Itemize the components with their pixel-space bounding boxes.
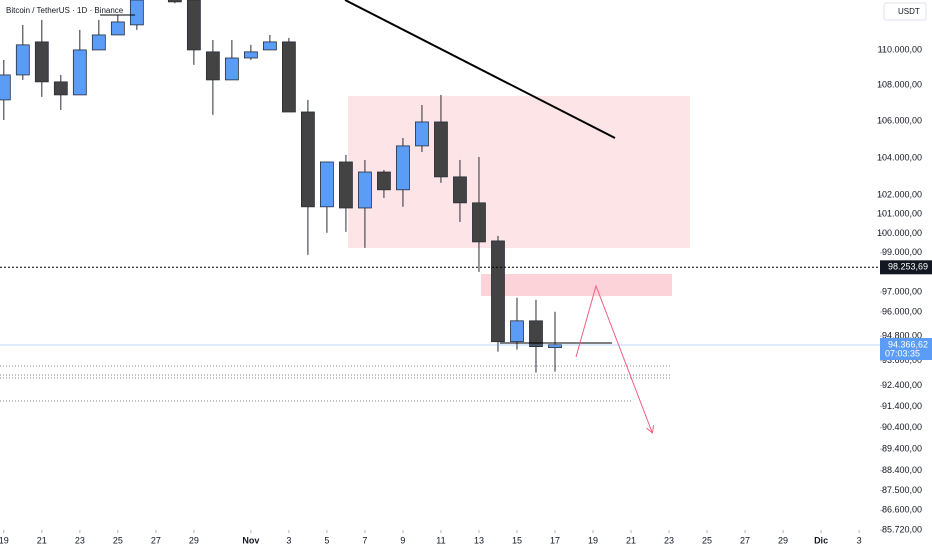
y-tick-label: 86.600,00	[882, 505, 922, 515]
y-tick-label: 92.400,00	[882, 380, 922, 390]
candle-body	[491, 240, 505, 343]
candle-body	[110, 21, 125, 36]
chart-title: Bitcoin / TetherUS · 1D · Binance	[6, 6, 124, 15]
candle-body	[186, 0, 201, 51]
candle-body	[243, 51, 258, 59]
last-price-label: 94.366,62	[888, 339, 928, 349]
y-tick-label: 91.400,00	[882, 401, 922, 411]
x-tick-label: 21	[37, 535, 47, 545]
y-tick-label: 101.000,00	[877, 209, 922, 219]
trend-line	[344, 0, 616, 139]
y-tick-label: 94.800,00	[882, 331, 922, 341]
x-tick-label: 29	[189, 535, 199, 545]
x-tick-label: 3	[857, 535, 862, 545]
y-tick-label: 110.000,00	[878, 44, 922, 54]
x-tick-label: 23	[664, 535, 674, 545]
y-tick-label: 90.400,00	[882, 422, 922, 432]
candle-body	[339, 161, 353, 209]
x-tick-label: 23	[75, 535, 85, 545]
y-tick-label: 89.400,00	[882, 443, 922, 453]
candle-body	[358, 171, 372, 209]
candle-body	[320, 161, 334, 208]
candle-body	[472, 202, 486, 243]
x-tick-label: 9	[400, 535, 405, 545]
candle-body	[396, 145, 410, 191]
y-tick-label: 93.600,00	[882, 355, 922, 365]
y-tick-label: 102.000,00	[877, 190, 922, 200]
countdown: 07:03:35	[885, 348, 920, 358]
x-tick-label: 19	[588, 535, 598, 545]
candle-body	[72, 49, 87, 96]
candle-body	[129, 0, 144, 26]
candles	[0, 0, 562, 373]
x-tick-label: Dic	[814, 535, 828, 545]
y-tick-label: 108.000,00	[877, 80, 922, 90]
candle-body	[15, 44, 30, 76]
candle-body	[53, 81, 68, 96]
candle-body	[301, 111, 315, 208]
candle-body	[453, 176, 467, 204]
candle-body	[0, 74, 11, 101]
x-tick-label: Nov	[242, 535, 259, 545]
x-tick-label: 13	[474, 535, 484, 545]
x-tick-label: 27	[740, 535, 750, 545]
projection-arrow	[575, 284, 652, 432]
x-tick-label: 11	[436, 535, 445, 545]
candle-body	[529, 320, 543, 347]
x-tick-label: 17	[550, 535, 560, 545]
y-tick-label: 106.000,00	[877, 116, 922, 126]
candle-body	[415, 121, 429, 147]
x-tick-label: 7	[362, 535, 367, 545]
candle-body	[548, 344, 562, 348]
x-tick-label: 3	[286, 535, 291, 545]
y-tick-label: 96.000,00	[882, 306, 922, 316]
candle-body	[91, 34, 106, 51]
price-label: 98.253,69	[888, 262, 928, 272]
x-tick-label: 27	[151, 535, 161, 545]
candle-body	[510, 320, 524, 343]
candle-body	[262, 41, 277, 51]
y-tick-label: 88.400,00	[882, 465, 922, 475]
x-tick-label: 29	[778, 535, 788, 545]
drawings	[0, 96, 690, 402]
price-label-box	[880, 260, 932, 275]
candle-body	[167, 0, 182, 3]
x-tick-label: 25	[702, 535, 712, 545]
resistance-zone	[481, 274, 672, 296]
candle-body	[205, 51, 220, 81]
candle-body	[224, 57, 239, 81]
drawings	[100, 0, 652, 432]
x-tick-label: 15	[512, 535, 522, 545]
x-tick-label: 5	[324, 535, 329, 545]
currency-box	[883, 2, 927, 21]
currency: USDT	[898, 7, 920, 16]
x-tick-label: 19	[0, 535, 9, 545]
y-tick-label: 99.000,00	[882, 247, 922, 257]
candle-body	[281, 41, 296, 113]
candle-body	[377, 171, 391, 191]
y-tick-label: 100.000,00	[877, 228, 922, 238]
candle-body	[34, 41, 49, 83]
x-tick-label: 25	[113, 535, 123, 545]
x-tick-label: 21	[626, 535, 636, 545]
candle-body	[434, 121, 448, 178]
y-tick-label: 87.500,00	[882, 485, 922, 495]
y-tick-label: 85.720,00	[882, 524, 922, 534]
y-tick-label: 104.000,00	[877, 152, 922, 162]
last-price-box	[880, 338, 932, 361]
y-tick-label: 97.000,00	[882, 286, 922, 296]
